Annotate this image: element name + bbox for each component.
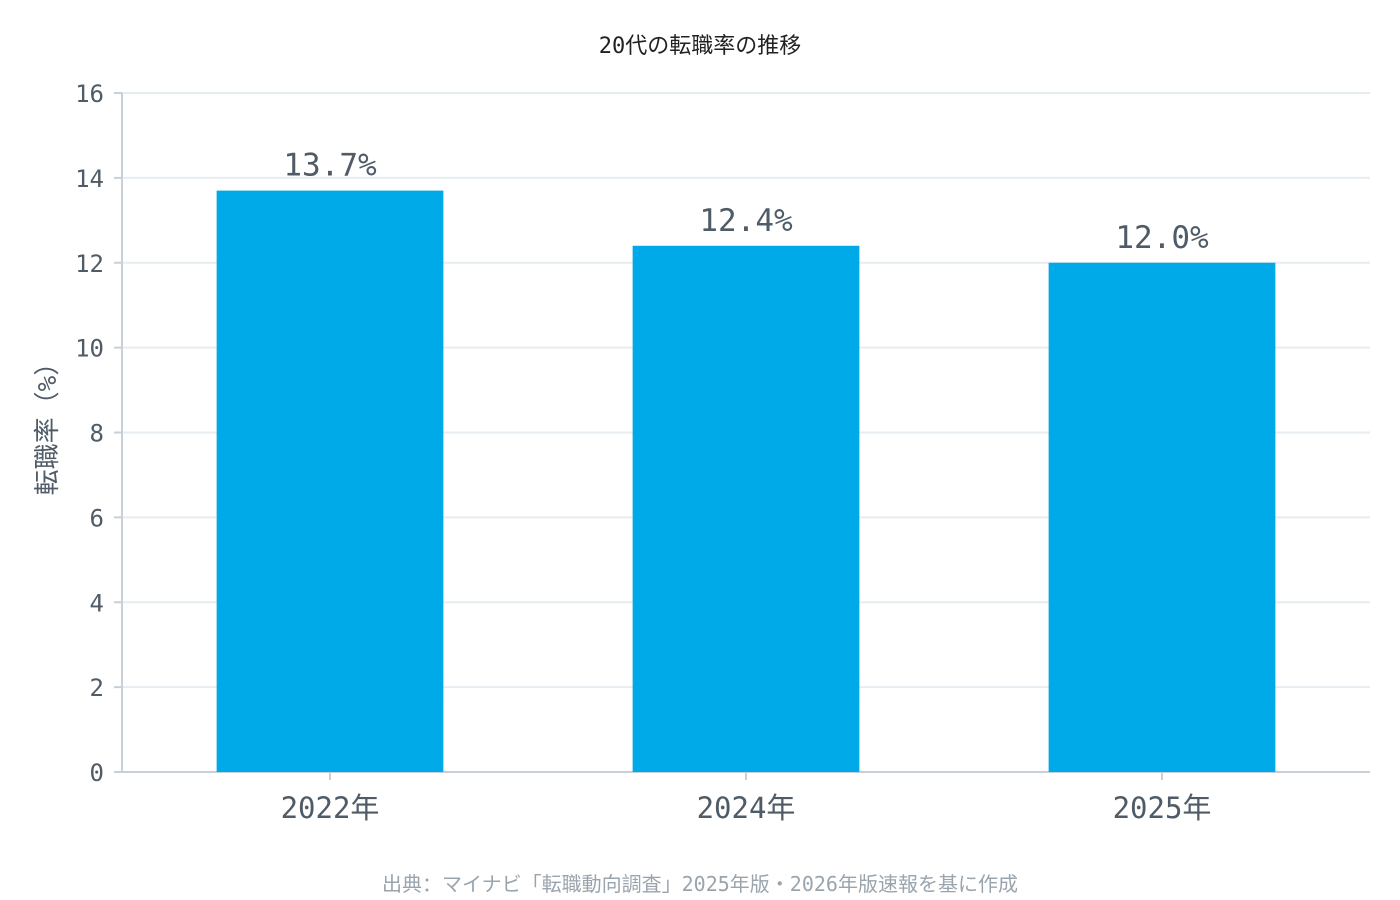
y-tick-label: 16: [75, 80, 104, 108]
data-label: 12.4%: [699, 203, 793, 239]
data-label: 12.0%: [1115, 220, 1209, 256]
y-tick-label: 4: [90, 589, 104, 617]
bar: [216, 190, 444, 772]
y-tick-label: 0: [90, 759, 104, 787]
bar: [1048, 262, 1276, 772]
y-tick-label: 14: [75, 165, 104, 193]
source-note: 出典：マイナビ「転職動向調査」2025年版・2026年版速報を基に作成: [382, 872, 1018, 896]
x-tick-label: 2024年: [697, 791, 796, 825]
y-tick-label: 12: [75, 250, 104, 278]
y-tick-label: 2: [90, 674, 104, 702]
y-tick-label: 6: [90, 504, 104, 532]
bar: [632, 245, 860, 772]
x-tick-label: 2025年: [1113, 791, 1212, 825]
y-tick-label: 8: [90, 420, 104, 448]
data-label: 13.7%: [283, 148, 377, 184]
y-axis-label: 転職率（%）: [33, 350, 63, 496]
chart-title: 20代の転職率の推移: [598, 34, 802, 59]
y-tick-label: 10: [75, 335, 104, 363]
x-tick-label: 2022年: [281, 791, 380, 825]
